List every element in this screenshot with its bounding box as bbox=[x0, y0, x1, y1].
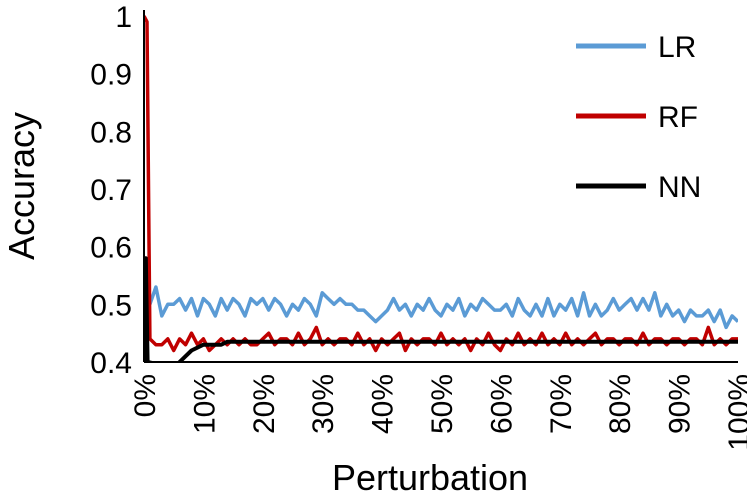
x-tick-label: 20% bbox=[248, 374, 281, 434]
y-tick-label: 0.6 bbox=[90, 232, 132, 265]
legend: LR RF NN bbox=[576, 31, 701, 204]
x-tick-label: 30% bbox=[307, 374, 340, 434]
y-tick-label: 0.9 bbox=[90, 59, 132, 92]
legend-label-rf: RF bbox=[658, 101, 698, 134]
x-tick-label: 80% bbox=[604, 374, 637, 434]
y-tick-label: 1 bbox=[115, 1, 132, 34]
x-tick-label: 10% bbox=[188, 374, 221, 434]
series-line-lr bbox=[148, 285, 738, 330]
series-line-nn bbox=[144, 256, 738, 362]
y-axis-ticks: 0.4 0.5 0.6 0.7 0.8 0.9 1 bbox=[90, 1, 132, 380]
y-tick-label: 0.7 bbox=[90, 174, 132, 207]
y-tick-label: 0.4 bbox=[90, 347, 132, 380]
x-tick-label: 40% bbox=[367, 374, 400, 434]
y-axis-title: Accuracy bbox=[1, 112, 42, 260]
legend-label-lr: LR bbox=[658, 31, 696, 64]
x-tick-label: 100% bbox=[723, 374, 747, 451]
x-axis-ticks: 0% 10% 20% 30% 40% 50% 60% 70% 80% 90% 100% bbox=[129, 374, 747, 451]
x-axis-title: Perturbation bbox=[332, 457, 528, 497]
y-tick-label: 0.8 bbox=[90, 116, 132, 149]
x-tick-label: 70% bbox=[545, 374, 578, 434]
legend-label-nn: NN bbox=[658, 171, 701, 204]
plot-area bbox=[144, 15, 738, 362]
x-tick-label: 0% bbox=[129, 374, 162, 417]
y-tick-label: 0.5 bbox=[90, 289, 132, 322]
axes bbox=[143, 10, 738, 363]
x-tick-label: 90% bbox=[664, 374, 697, 434]
x-tick-label: 60% bbox=[485, 374, 518, 434]
x-tick-label: 50% bbox=[426, 374, 459, 434]
